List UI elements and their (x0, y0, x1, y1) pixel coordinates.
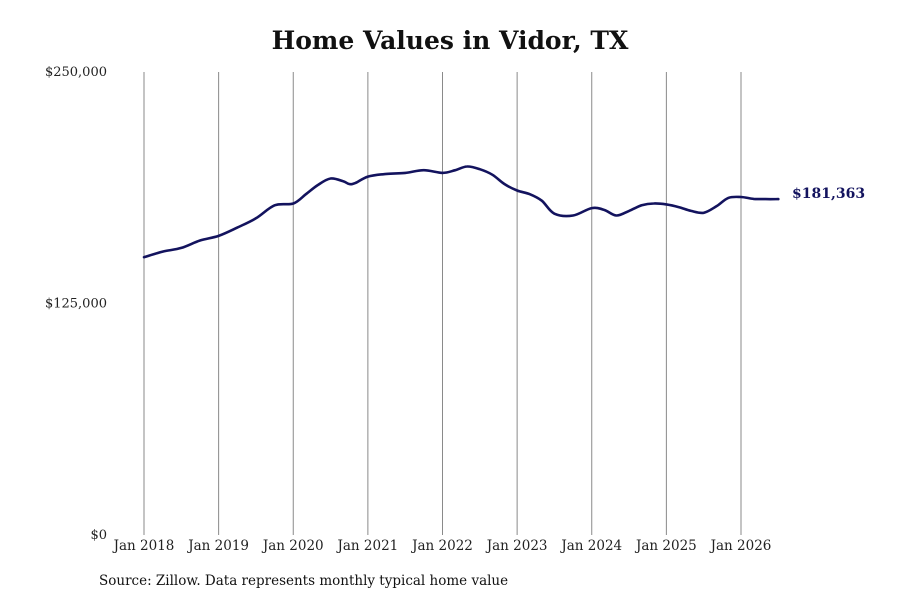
data-point (255, 217, 257, 219)
data-point (305, 193, 307, 195)
data-point (553, 213, 555, 215)
end-value-label: $181,363 (792, 186, 865, 202)
source-note: Source: Zillow. Data represents monthly … (99, 573, 509, 589)
data-point (180, 247, 182, 249)
data-point (466, 166, 468, 168)
data-point (479, 168, 481, 170)
data-point (348, 183, 350, 185)
data-point (404, 172, 406, 174)
series-layer: $181,363 (142, 165, 865, 259)
y-tick-label: $0 (90, 528, 107, 543)
data-point (541, 200, 543, 202)
data-point (342, 180, 344, 182)
x-tick-label: Jan 2019 (186, 538, 249, 554)
x-tick-label: Jan 2025 (634, 538, 697, 554)
y-tick-label: $125,000 (45, 297, 107, 312)
data-point (423, 169, 425, 171)
data-point (199, 240, 201, 242)
data-point (753, 198, 755, 200)
x-tick-label: Jan 2026 (709, 538, 772, 554)
x-tick-label: Jan 2018 (112, 538, 175, 554)
x-tick-label: Jan 2021 (335, 538, 398, 554)
data-point (628, 210, 630, 212)
data-point (572, 215, 574, 217)
data-point (218, 235, 220, 237)
data-point (703, 212, 705, 214)
gridlines (143, 72, 742, 535)
data-point (740, 196, 742, 198)
x-tick-label: Jan 2023 (485, 538, 548, 554)
data-point (591, 207, 593, 209)
data-point (765, 198, 767, 200)
data-point (454, 169, 456, 171)
data-point (367, 176, 369, 178)
data-point (236, 227, 238, 229)
data-point (715, 205, 717, 207)
data-point (162, 251, 164, 253)
data-point (143, 256, 145, 258)
chart-title: Home Values in Vidor, TX (271, 26, 629, 55)
data-point (317, 184, 319, 186)
data-point (603, 209, 605, 211)
data-point (330, 178, 332, 180)
y-axis-tick-labels: $0 $125,000 $250,000 (45, 65, 107, 543)
x-tick-label: Jan 2020 (261, 538, 324, 554)
data-point (529, 193, 531, 195)
data-point (615, 215, 617, 217)
x-tick-label: Jan 2022 (410, 538, 473, 554)
data-point (653, 203, 655, 205)
data-point (386, 173, 388, 175)
series-line-0 (142, 165, 780, 259)
x-axis-tick-labels: Jan 2018 Jan 2019 Jan 2020 Jan 2021 Jan 2022… (112, 538, 772, 554)
x-tick-label: Jan 2024 (559, 538, 622, 554)
data-point (442, 172, 444, 174)
data-point (641, 204, 643, 206)
data-point (516, 190, 518, 192)
data-point (274, 204, 276, 206)
data-point (292, 203, 294, 205)
data-point (690, 210, 692, 212)
data-point (503, 183, 505, 185)
data-point (492, 174, 494, 176)
data-point (678, 206, 680, 208)
data-point (665, 203, 667, 205)
y-tick-label: $250,000 (45, 65, 107, 80)
data-point (777, 198, 779, 200)
data-point (354, 182, 356, 184)
data-point (727, 197, 729, 199)
